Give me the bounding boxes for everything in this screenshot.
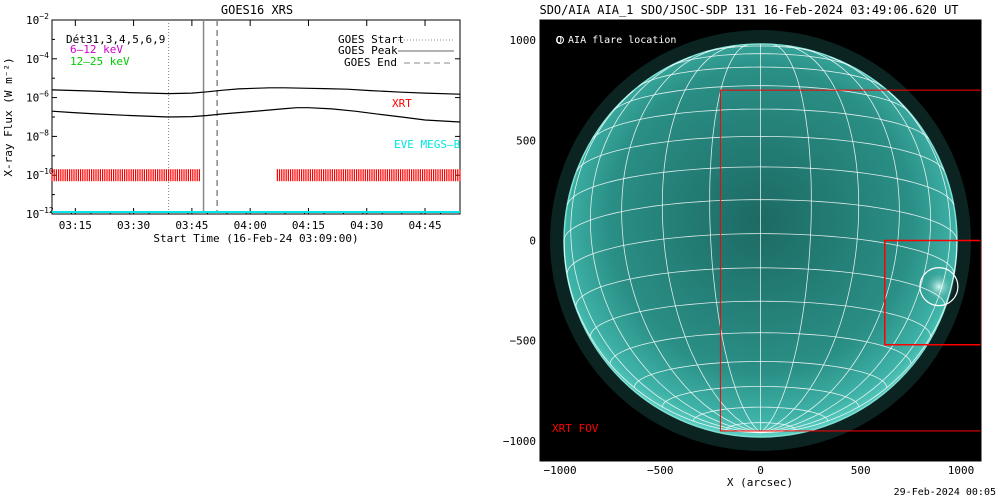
goes-y-tick-label: 10−6 bbox=[26, 90, 49, 105]
footer-timestamp: 29-Feb-2024 00:05 bbox=[893, 487, 996, 498]
longitude-line bbox=[709, 44, 761, 433]
longitude-line bbox=[760, 56, 932, 434]
longitude-line bbox=[621, 48, 761, 434]
longitude-line bbox=[760, 240, 958, 434]
goes-channels-label: Dét31,3,4,5,6,9 bbox=[66, 33, 165, 46]
aia-y-tick-label: −1000 bbox=[503, 435, 536, 448]
aia-x-tick-label: 0 bbox=[757, 464, 764, 477]
flare-legend-label: O AIA flare location bbox=[556, 35, 676, 46]
goes-x-tick-label: 03:45 bbox=[175, 219, 208, 232]
longitude-line bbox=[570, 90, 761, 434]
xrt-fov-label: XRT FOV bbox=[552, 422, 599, 435]
flare-legend-marker bbox=[556, 36, 564, 44]
goes-y-tick-label: 10−8 bbox=[26, 128, 49, 143]
xrt-fov-inner-box bbox=[884, 239, 981, 346]
goes-x-tick-label: 04:15 bbox=[292, 219, 325, 232]
goes-chart-title: GOES16 XRS bbox=[221, 3, 293, 17]
legend-goes-peak-label: GOES Peak bbox=[338, 44, 398, 57]
longitude-line bbox=[760, 90, 951, 434]
longitude-line bbox=[760, 44, 812, 433]
aia-y-tick-label: −500 bbox=[510, 335, 537, 348]
xrt-fov-outer-box bbox=[719, 89, 981, 432]
aia-x-tick-label: −1000 bbox=[543, 464, 576, 477]
aia-y-tick-label: 0 bbox=[529, 235, 536, 248]
goes-x-tick-label: 03:15 bbox=[59, 219, 92, 232]
goes-xrs-chart: GOES16 XRS 10−2 10−4 10−6 10−8 10−10 10−12 03… bbox=[2, 3, 461, 245]
longitude-line bbox=[589, 56, 761, 434]
goes-x-tick-label: 04:30 bbox=[350, 219, 383, 232]
goes-y-tick-label: 10−10 bbox=[26, 167, 54, 182]
flare-glow bbox=[922, 270, 955, 303]
eve-megs-b-label: EVE MEGS–B bbox=[394, 138, 461, 151]
goes-series-line-1 bbox=[51, 87, 461, 95]
aia-image-chart: SDO/AIA AIA_1 SDO/JSOC-SDP 131 16-Feb-20… bbox=[503, 3, 982, 489]
flare-location-circle bbox=[919, 267, 959, 307]
longitude-line bbox=[563, 240, 761, 434]
longitude-line bbox=[661, 45, 761, 434]
longitude-line bbox=[760, 45, 860, 434]
goes-y-axis-label: X-ray Flux (W m⁻²) bbox=[2, 57, 15, 176]
legend-goes-end-label: GOES End bbox=[344, 56, 397, 69]
aia-x-tick-label: −500 bbox=[647, 464, 674, 477]
goes-y-tick-label: 10−4 bbox=[26, 51, 49, 66]
goes-event-legend: GOES Start GOES Peak GOES End bbox=[338, 33, 454, 69]
aia-y-tick-label: 500 bbox=[516, 134, 536, 147]
legend-goes-start-label: GOES Start bbox=[338, 33, 404, 46]
low-energy-label: 6–12 keV bbox=[70, 43, 123, 56]
goes-y-tick-label: 10−2 bbox=[26, 12, 49, 27]
aia-chart-title: SDO/AIA AIA_1 SDO/JSOC-SDP 131 16-Feb-20… bbox=[539, 3, 958, 17]
aia-y-tick-label: 1000 bbox=[510, 34, 537, 47]
goes-event-markers bbox=[168, 20, 218, 214]
goes-x-tick-label: 04:00 bbox=[234, 219, 267, 232]
aia-x-axis-label: X (arcsec) bbox=[727, 476, 793, 489]
heliographic-grid bbox=[563, 44, 958, 434]
goes-x-tick-label: 04:45 bbox=[408, 219, 441, 232]
high-energy-label: 12–25 keV bbox=[70, 55, 130, 68]
goes-series-line-2 bbox=[51, 107, 461, 123]
aia-axes: −1000 −500 0 500 1000 −1000 −500 0 500 1000 bbox=[503, 34, 974, 477]
goes-x-tick-label: 03:30 bbox=[117, 219, 150, 232]
aia-x-tick-label: 500 bbox=[851, 464, 871, 477]
goes-x-axis-label: Start Time (16-Feb-24 03:09:00) bbox=[153, 232, 358, 245]
longitude-line bbox=[760, 48, 900, 434]
goes-x-axis: 03:15 03:30 03:45 04:00 04:15 04:30 04:45 bbox=[51, 20, 461, 232]
goes-y-tick-label: 10−12 bbox=[26, 206, 54, 221]
aia-x-tick-label: 1000 bbox=[948, 464, 975, 477]
xrt-label: XRT bbox=[392, 97, 412, 110]
goes-series-group bbox=[51, 87, 461, 123]
xrt-coverage-bars bbox=[51, 169, 461, 182]
